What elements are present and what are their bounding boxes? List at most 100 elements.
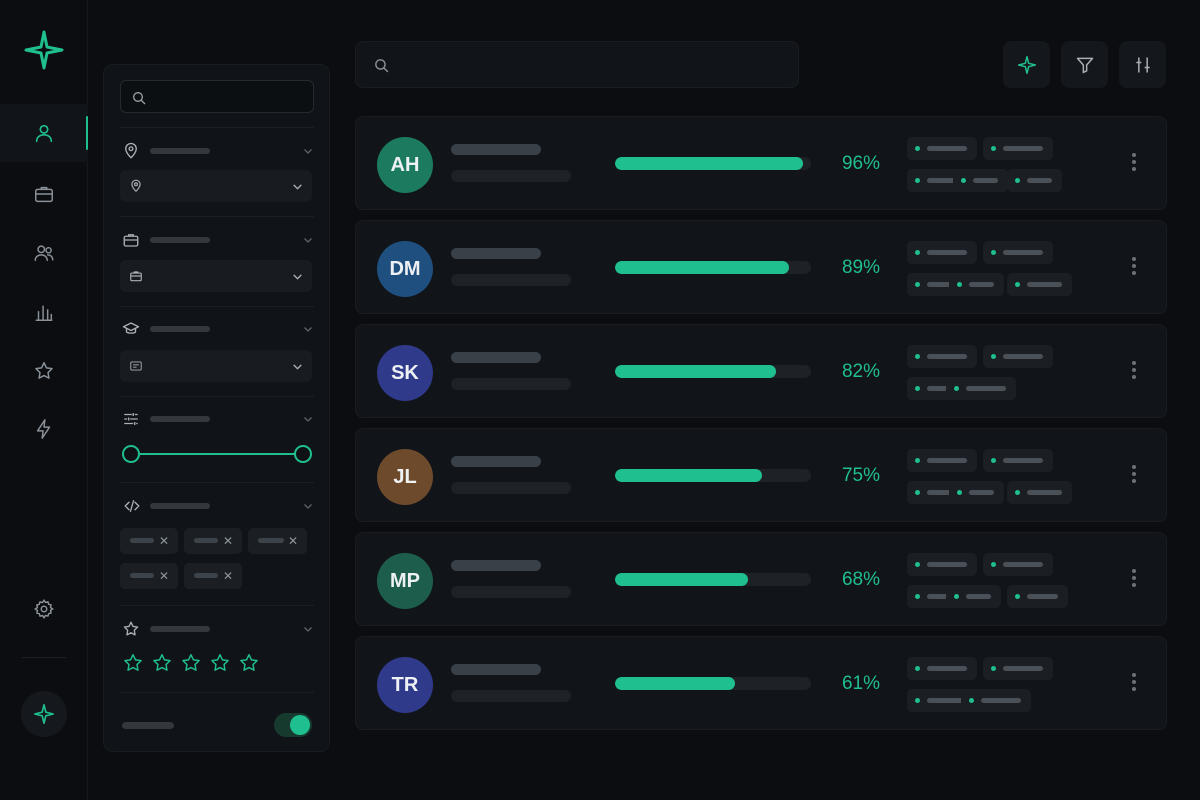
- section-label: [150, 416, 210, 422]
- filter-section-location[interactable]: [122, 142, 314, 160]
- skill-tag: [1007, 273, 1072, 296]
- skill-chip[interactable]: ✕: [248, 528, 307, 554]
- rail-item-candidates[interactable]: [0, 104, 88, 162]
- icon-rail: [0, 0, 88, 800]
- candidate-title-placeholder: [451, 586, 571, 598]
- chevron-down-icon: [304, 417, 312, 422]
- gear-icon: [34, 599, 54, 620]
- filter-section-job[interactable]: [122, 231, 314, 249]
- candidate-row[interactable]: AH 96%: [355, 116, 1167, 210]
- map-pin-icon: [131, 179, 141, 193]
- more-options-icon[interactable]: [1131, 153, 1137, 175]
- filter-button[interactable]: [1061, 41, 1108, 88]
- sliders-icon: [124, 413, 138, 425]
- skill-tag: [907, 169, 966, 192]
- rating-stars[interactable]: [122, 652, 260, 674]
- graduation-cap-icon: [122, 322, 140, 334]
- slider-max-handle[interactable]: [294, 445, 312, 463]
- divider: [120, 396, 314, 397]
- filter-section-education[interactable]: [122, 320, 314, 338]
- rating-star-icon[interactable]: [209, 652, 231, 674]
- bar-chart-icon: [35, 305, 53, 321]
- ai-match-button[interactable]: [1003, 41, 1050, 88]
- briefcase-icon: [35, 186, 53, 203]
- adjust-button[interactable]: [1119, 41, 1166, 88]
- skill-chip[interactable]: ✕: [184, 563, 242, 589]
- candidate-row[interactable]: DM 89%: [355, 220, 1167, 314]
- candidate-row[interactable]: JL 75%: [355, 428, 1167, 522]
- candidate-name-placeholder: [451, 560, 541, 571]
- map-pin-icon: [125, 142, 137, 159]
- chevron-down-icon: [304, 327, 312, 332]
- remove-chip-icon[interactable]: ✕: [287, 534, 298, 548]
- more-options-icon[interactable]: [1131, 361, 1137, 383]
- match-percentage: 68%: [841, 569, 880, 590]
- location-select[interactable]: [120, 170, 312, 202]
- code-icon: [124, 500, 140, 512]
- match-progress-bar: [615, 261, 811, 274]
- match-percentage: 96%: [841, 153, 880, 174]
- slider-min-handle[interactable]: [122, 445, 140, 463]
- filter-section-skills[interactable]: [122, 497, 314, 515]
- match-progress-bar: [615, 677, 811, 690]
- candidate-search-input[interactable]: [355, 41, 799, 88]
- more-options-icon[interactable]: [1131, 465, 1137, 487]
- chevron-down-icon: [293, 364, 302, 370]
- rating-star-icon[interactable]: [151, 652, 173, 674]
- avatar: MP: [377, 553, 433, 609]
- briefcase-icon: [123, 234, 139, 247]
- divider: [120, 692, 314, 693]
- certificate-icon: [130, 361, 142, 371]
- more-options-icon[interactable]: [1131, 569, 1137, 591]
- skill-tag: [961, 689, 1031, 712]
- rail-item-settings[interactable]: [0, 580, 88, 638]
- users-icon: [34, 245, 54, 262]
- rail-item-analytics[interactable]: [0, 283, 88, 341]
- skill-chip[interactable]: ✕: [184, 528, 242, 554]
- star-icon: [35, 362, 53, 379]
- rail-item-favorites[interactable]: [0, 342, 88, 400]
- skill-tag: [907, 657, 977, 680]
- rating-star-icon[interactable]: [238, 652, 260, 674]
- skill-tag: [949, 273, 1004, 296]
- sparkle-logo-icon[interactable]: [24, 30, 64, 70]
- education-select[interactable]: [120, 350, 312, 382]
- assistant-button[interactable]: [21, 691, 67, 737]
- rail-item-teams[interactable]: [0, 224, 88, 282]
- match-percentage: 89%: [841, 257, 880, 278]
- skill-tag: [1007, 169, 1062, 192]
- briefcase-icon: [130, 271, 142, 282]
- remove-chip-icon[interactable]: ✕: [158, 569, 169, 583]
- candidate-row[interactable]: MP 68%: [355, 532, 1167, 626]
- filter-section-rating[interactable]: [122, 620, 314, 638]
- rail-item-automations[interactable]: [0, 400, 88, 458]
- filter-toggle[interactable]: [274, 713, 312, 737]
- filter-section-range[interactable]: [122, 410, 314, 428]
- section-label: [150, 326, 210, 332]
- range-slider[interactable]: [122, 445, 312, 463]
- candidate-title-placeholder: [451, 274, 571, 286]
- match-percentage: 82%: [841, 361, 880, 382]
- bolt-icon: [36, 419, 51, 439]
- filter-search-input[interactable]: [120, 80, 314, 113]
- candidate-row[interactable]: TR 61%: [355, 636, 1167, 730]
- remove-chip-icon[interactable]: ✕: [222, 534, 233, 548]
- rail-divider: [22, 657, 66, 658]
- remove-chip-icon[interactable]: ✕: [158, 534, 169, 548]
- match-progress-fill: [615, 469, 762, 482]
- rating-star-icon[interactable]: [180, 652, 202, 674]
- more-options-icon[interactable]: [1131, 257, 1137, 279]
- skill-chip[interactable]: ✕: [120, 563, 178, 589]
- skill-tag: [907, 345, 977, 368]
- rail-item-jobs[interactable]: [0, 165, 88, 223]
- rating-star-icon[interactable]: [122, 652, 144, 674]
- match-progress-fill: [615, 261, 790, 274]
- match-progress-bar: [615, 573, 811, 586]
- candidate-row[interactable]: SK 82%: [355, 324, 1167, 418]
- skill-chip[interactable]: ✕: [120, 528, 178, 554]
- more-options-icon[interactable]: [1131, 673, 1137, 695]
- skill-tag: [1007, 481, 1072, 504]
- job-select[interactable]: [120, 260, 312, 292]
- skill-tag: [946, 377, 1016, 400]
- remove-chip-icon[interactable]: ✕: [222, 569, 233, 583]
